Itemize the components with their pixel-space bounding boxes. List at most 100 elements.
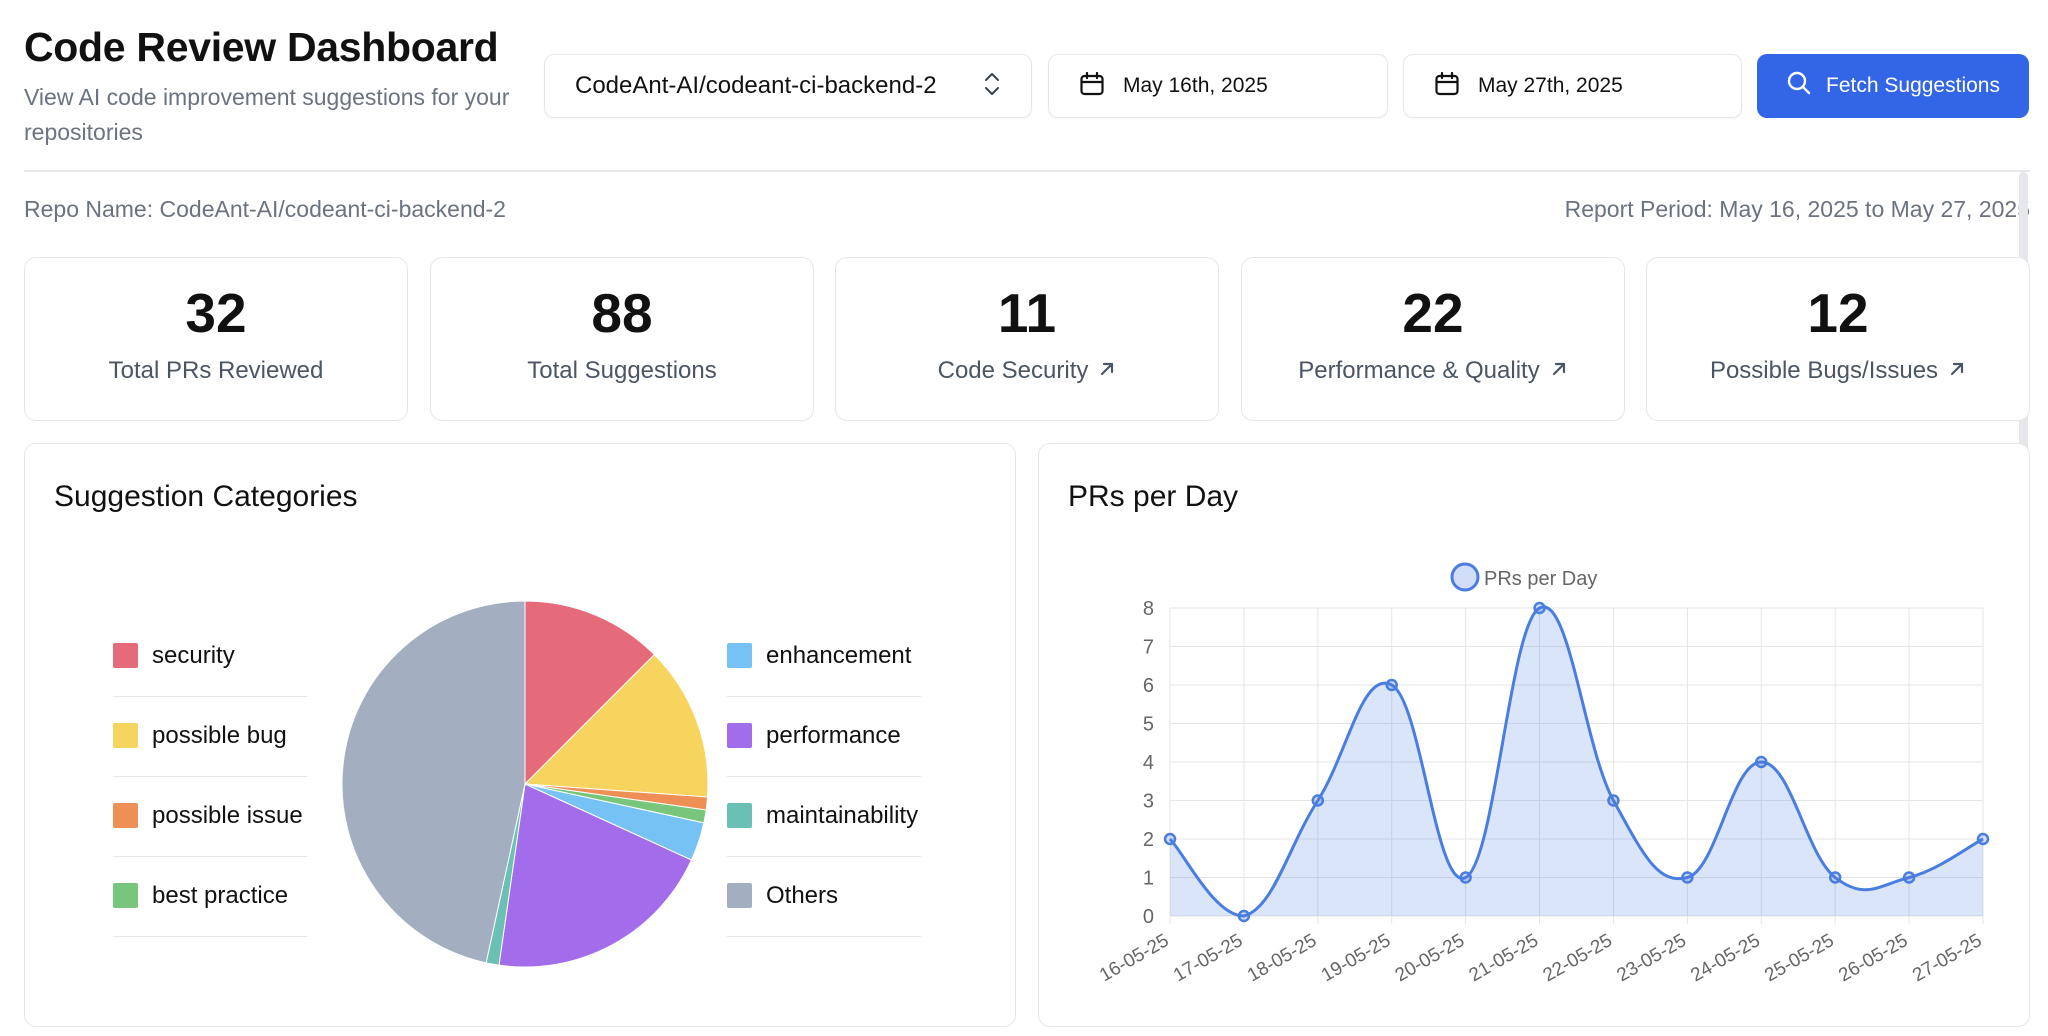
date-to-value: May 27th, 2025 bbox=[1478, 74, 1623, 97]
y-tick-label: 0 bbox=[1143, 906, 1154, 928]
y-tick-label: 2 bbox=[1143, 829, 1154, 851]
data-point[interactable] bbox=[1533, 601, 1546, 615]
suggestion-categories-panel: Suggestion Categories security possible … bbox=[24, 443, 1016, 1027]
x-tick-label: 23-05-25 bbox=[1613, 930, 1689, 986]
x-tick-label: 24-05-25 bbox=[1687, 930, 1763, 986]
date-from-value: May 16th, 2025 bbox=[1123, 74, 1268, 97]
header-divider bbox=[24, 170, 2030, 172]
calendar-icon bbox=[1434, 71, 1460, 102]
data-point[interactable] bbox=[1237, 909, 1251, 923]
repo-select-value: CodeAnt-AI/codeant-ci-backend-2 bbox=[575, 72, 937, 99]
legend-marker bbox=[1450, 562, 1480, 592]
x-tick-label: 17-05-25 bbox=[1170, 930, 1246, 986]
legend-swatch bbox=[113, 723, 138, 748]
legend-item[interactable]: security bbox=[113, 617, 307, 697]
y-tick-label: 6 bbox=[1143, 675, 1154, 697]
arrow-up-right-icon bbox=[1550, 357, 1568, 385]
chart-legend[interactable]: PRs per Day bbox=[1450, 562, 1597, 592]
x-tick-label: 16-05-25 bbox=[1096, 930, 1172, 986]
stat-label: Total PRs Reviewed bbox=[108, 357, 324, 384]
legend-swatch bbox=[113, 643, 138, 668]
legend-item[interactable]: performance bbox=[727, 697, 921, 777]
y-tick-label: 1 bbox=[1143, 868, 1154, 890]
data-point[interactable] bbox=[1828, 871, 1842, 884]
repo-name: Repo Name: CodeAnt-AI/codeant-ci-backend… bbox=[24, 196, 506, 222]
legend-item[interactable]: enhancement bbox=[727, 617, 921, 697]
stat-card-performance-quality[interactable]: 22 Performance & Quality bbox=[1241, 257, 1625, 421]
data-point[interactable] bbox=[1459, 871, 1472, 884]
legend-item[interactable]: possible bug bbox=[113, 697, 307, 777]
legend-item[interactable]: Others bbox=[727, 857, 921, 937]
y-tick-label: 5 bbox=[1143, 714, 1154, 736]
fetch-suggestions-button[interactable]: Fetch Suggestions bbox=[1757, 54, 2029, 118]
stat-value: 22 bbox=[1402, 282, 1464, 344]
pie-legend-right: enhancement performance maintainability … bbox=[727, 617, 921, 937]
x-tick-label: 27-05-25 bbox=[1909, 930, 1985, 986]
legend-label: possible bug bbox=[152, 721, 287, 749]
pie-slice-possible-bug[interactable] bbox=[523, 653, 709, 798]
stat-label: Possible Bugs/Issues bbox=[1709, 357, 1939, 384]
series-line bbox=[1168, 605, 1984, 918]
y-tick-label: 3 bbox=[1143, 791, 1154, 813]
legend-label: possible issue bbox=[152, 801, 303, 829]
pie-slice-security[interactable] bbox=[524, 600, 656, 786]
x-tick-label: 20-05-25 bbox=[1392, 930, 1468, 986]
stat-value: 32 bbox=[185, 282, 247, 344]
data-point[interactable] bbox=[1976, 832, 1990, 846]
legend-item[interactable]: possible issue bbox=[113, 777, 307, 857]
stat-value: 11 bbox=[997, 282, 1057, 344]
prs-per-day-panel: PRs per Day PRs per Day 0 1 2 3 4 5 6 7 8 16-05-2… bbox=[1038, 443, 2030, 1027]
data-point[interactable] bbox=[1755, 755, 1768, 769]
pie-legend-left: security possible bug possible issue bes… bbox=[113, 617, 307, 937]
data-point[interactable] bbox=[1163, 832, 1177, 846]
data-point[interactable] bbox=[1902, 871, 1916, 884]
legend-swatch bbox=[727, 723, 752, 748]
chart-grid bbox=[1169, 607, 1984, 924]
data-point[interactable] bbox=[1385, 678, 1398, 692]
x-tick-label: 19-05-25 bbox=[1318, 930, 1394, 986]
prs-per-day-chart: PRs per Day 0 1 2 3 4 5 6 7 8 16-05-2517-05-2518-… bbox=[1096, 562, 1990, 986]
stat-value: 12 bbox=[1807, 282, 1869, 344]
data-point[interactable] bbox=[1607, 794, 1620, 807]
page-subtitle: View AI code improvement suggestions for… bbox=[24, 84, 510, 145]
legend-label: enhancement bbox=[766, 641, 912, 669]
legend-label: best practice bbox=[152, 881, 289, 909]
x-tick-label: 18-05-25 bbox=[1244, 930, 1320, 986]
fetch-suggestions-label: Fetch Suggestions bbox=[1826, 74, 2000, 97]
calendar-icon bbox=[1079, 71, 1105, 102]
stat-value: 88 bbox=[591, 282, 653, 344]
pie-slice-others[interactable] bbox=[341, 600, 526, 964]
legend-item[interactable]: maintainability bbox=[727, 777, 921, 857]
data-point[interactable] bbox=[1681, 871, 1694, 884]
legend-swatch bbox=[727, 883, 752, 908]
chevron-up-down-icon bbox=[983, 71, 1001, 102]
y-tick-label: 4 bbox=[1143, 752, 1154, 774]
legend-swatch bbox=[727, 803, 752, 828]
x-tick-label: 21-05-25 bbox=[1466, 930, 1542, 986]
legend-label: maintainability bbox=[766, 801, 919, 829]
arrow-up-right-icon bbox=[1948, 357, 1966, 385]
y-tick-label: 7 bbox=[1143, 637, 1154, 659]
legend-label: PRs per Day bbox=[1484, 568, 1597, 590]
data-point[interactable] bbox=[1311, 794, 1325, 807]
date-to-picker[interactable]: May 27th, 2025 bbox=[1403, 54, 1742, 118]
stat-label: Code Security bbox=[937, 357, 1089, 384]
stat-label: Performance & Quality bbox=[1298, 357, 1540, 384]
legend-item[interactable]: best practice bbox=[113, 857, 307, 937]
legend-label: Others bbox=[766, 881, 839, 909]
date-from-picker[interactable]: May 16th, 2025 bbox=[1048, 54, 1388, 118]
legend-label: security bbox=[152, 641, 235, 669]
repo-select[interactable]: CodeAnt-AI/codeant-ci-backend-2 bbox=[544, 54, 1032, 118]
legend-swatch bbox=[113, 883, 138, 908]
stat-card-possible-bugs[interactable]: 12 Possible Bugs/Issues bbox=[1646, 257, 2030, 421]
legend-label: performance bbox=[766, 721, 901, 749]
area-fill bbox=[1170, 606, 1983, 916]
legend-swatch bbox=[727, 643, 752, 668]
arrow-up-right-icon bbox=[1098, 357, 1116, 385]
x-tick-label: 26-05-25 bbox=[1835, 930, 1911, 986]
pie-slice-performance[interactable] bbox=[498, 783, 693, 968]
y-tick-label: 8 bbox=[1143, 598, 1154, 620]
page-title: Code Review Dashboard bbox=[24, 24, 499, 70]
stat-card-code-security[interactable]: 11 Code Security bbox=[835, 257, 1219, 421]
stat-card-total-suggestions: 88 Total Suggestions bbox=[430, 257, 814, 421]
